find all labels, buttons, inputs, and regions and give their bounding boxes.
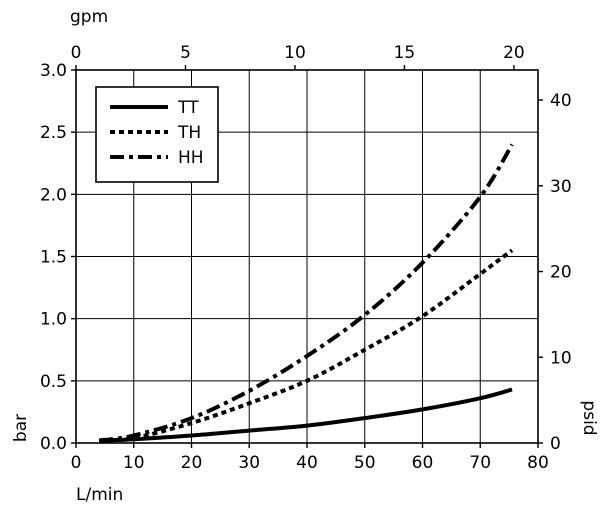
axis-labels: L/min gpm bar psid — [11, 7, 599, 505]
x-axis-label: L/min — [76, 485, 123, 505]
x-tick-label: 30 — [238, 453, 260, 473]
x-tick-label: 50 — [354, 453, 376, 473]
x-tick-label: 70 — [469, 453, 491, 473]
x2-axis-label: gpm — [70, 7, 108, 27]
x-tick-label: 60 — [412, 453, 434, 473]
y-tick-label: 0.0 — [40, 434, 67, 454]
x2-tick-label: 5 — [180, 43, 191, 63]
series-line-tt — [99, 387, 513, 443]
x2-tick-label: 0 — [71, 43, 82, 63]
x-tick-label: 10 — [123, 453, 145, 473]
legend-label: TH — [177, 123, 201, 143]
y2-tick-label: 40 — [550, 91, 572, 111]
y2-tick-label: 10 — [550, 348, 572, 368]
series-line-th — [98, 248, 514, 443]
legend-box — [95, 86, 219, 183]
y-tick-label: 1.0 — [40, 310, 67, 330]
y-tick-label: 2.0 — [40, 185, 67, 205]
legend: TT TH HH — [95, 86, 219, 183]
legend-label: TT — [177, 98, 199, 118]
x-tick-label: 80 — [527, 453, 549, 473]
x2-tick-label: 20 — [503, 43, 525, 63]
legend-label: HH — [178, 148, 204, 168]
x-tick-label: 20 — [181, 453, 203, 473]
y-tick-label: 1.5 — [40, 248, 67, 268]
series-line-hh — [98, 143, 514, 443]
y-tick-label: 2.5 — [40, 123, 67, 143]
y-tick-label: 3.0 — [40, 61, 67, 81]
x2-tick-label: 10 — [284, 43, 306, 63]
x-tick-label: 0 — [71, 453, 82, 473]
y-axis-label: bar — [11, 414, 31, 442]
x2-tick-label: 15 — [394, 43, 416, 63]
ticks: 0 10 20 30 40 50 60 70 800.00.51.01.52.02.53.00 5… — [40, 43, 572, 473]
y2-axis-label: psid — [579, 400, 599, 435]
y2-tick-label: 20 — [550, 263, 572, 283]
series-lines — [98, 143, 514, 443]
y2-tick-label: 0 — [550, 434, 561, 454]
y2-tick-label: 30 — [550, 177, 572, 197]
y-tick-label: 0.5 — [40, 372, 67, 392]
x-tick-label: 40 — [296, 453, 318, 473]
